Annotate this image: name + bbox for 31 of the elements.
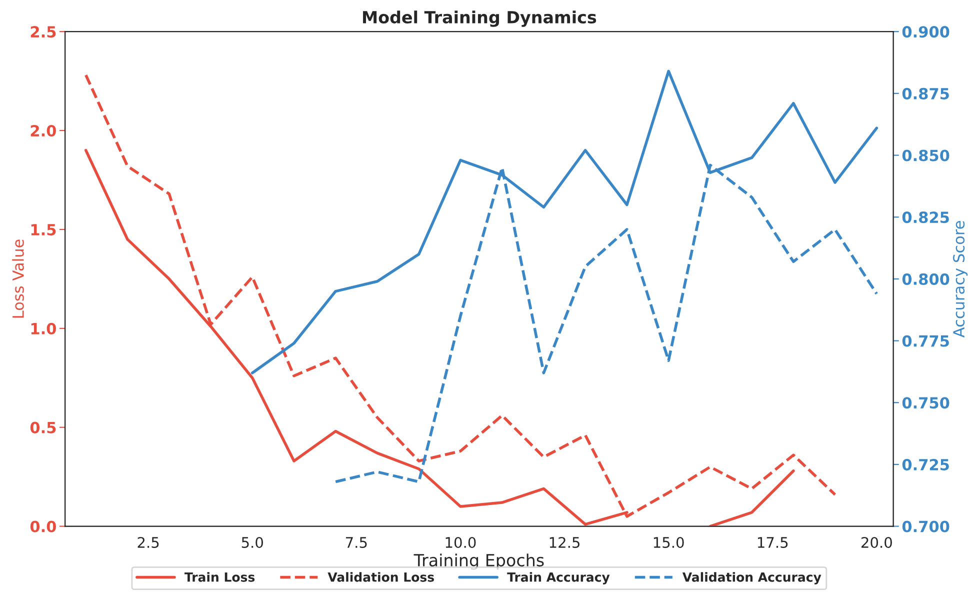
legend-label: Train Accuracy: [507, 572, 610, 584]
x-tick-label: 7.5: [346, 537, 367, 548]
x-tick-label: 2.5: [138, 536, 159, 548]
x-tick-label: 17.5: [758, 537, 788, 548]
y2-tick-label: 0.825: [902, 212, 949, 224]
chart-title: Model Training Dynamics: [363, 10, 596, 27]
y2-tick-label: 0.850: [902, 150, 950, 162]
y-tick-label: 2.0: [30, 124, 56, 137]
y-tick-label: 0.5: [30, 422, 56, 434]
y2-tick-label: 0.775: [902, 335, 949, 347]
legend-label: Validation Accuracy: [682, 572, 822, 584]
y-tick-label: 1.5: [31, 224, 56, 236]
x-tick-label: 12.5: [550, 536, 580, 548]
y2-tick-label: 0.725: [902, 458, 949, 470]
x-axis-title: Training Epochs: [414, 554, 544, 570]
x-tick-label: 10.0: [446, 536, 476, 548]
y-tick-label: 0.0: [30, 520, 56, 532]
y2-tick-label: 0.800: [902, 273, 950, 285]
x-tick-label: 15.0: [654, 536, 684, 548]
y-tick-label: 2.5: [30, 26, 56, 38]
y2-axis-title: Accuracy Score: [953, 221, 968, 338]
y2-tick-label: 0.875: [902, 88, 949, 100]
legend-label: Validation Loss: [328, 572, 434, 582]
y-tick-label: 1.0: [31, 322, 56, 334]
y2-tick-label: 0.700: [902, 520, 950, 532]
y-axis-title: Loss Value: [12, 240, 24, 318]
x-tick-label: 20.0: [862, 536, 892, 548]
y2-tick-label: 0.750: [902, 397, 950, 409]
legend-label: Train Loss: [184, 572, 255, 582]
y2-tick-label: 0.900: [902, 26, 950, 38]
x-tick-label: 5.0: [242, 536, 263, 548]
